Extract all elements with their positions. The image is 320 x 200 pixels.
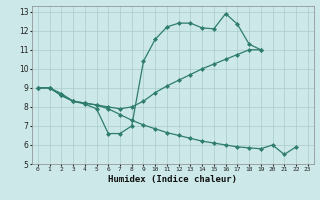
X-axis label: Humidex (Indice chaleur): Humidex (Indice chaleur): [108, 175, 237, 184]
